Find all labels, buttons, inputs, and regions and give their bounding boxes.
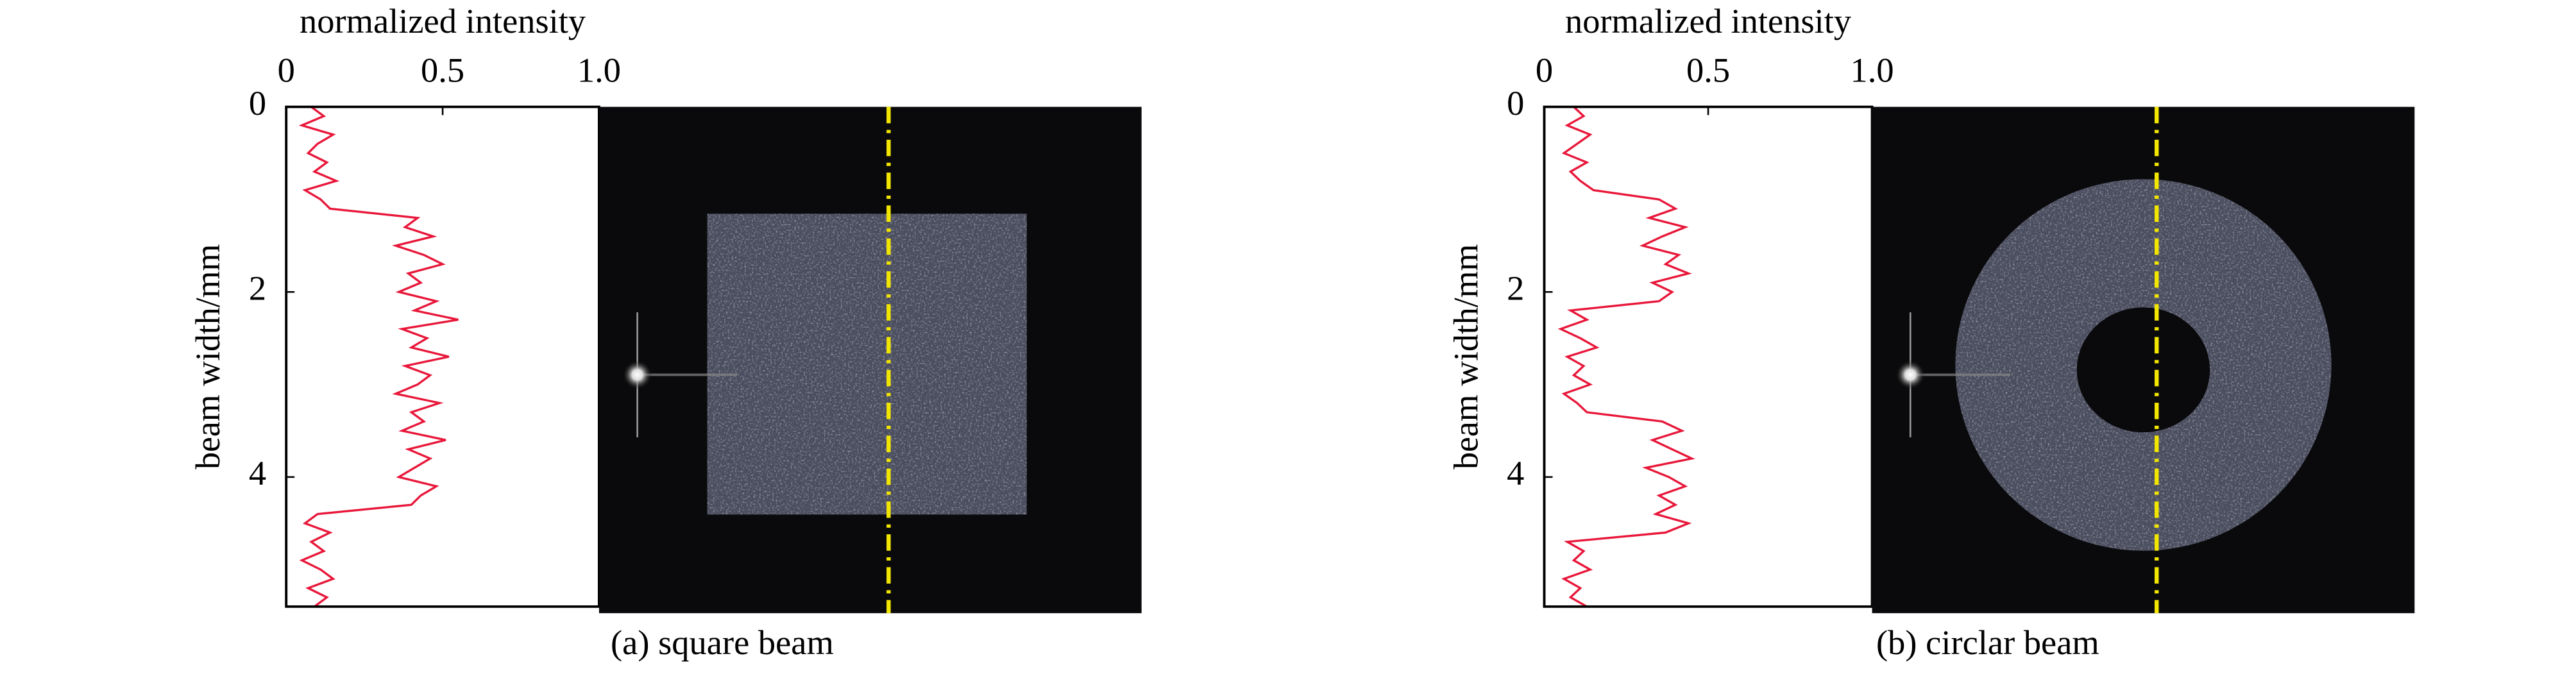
- x-tick-label: 1.0: [577, 51, 621, 90]
- y-axis-title: beam width/mm: [1446, 244, 1485, 469]
- beam-spot: [707, 214, 1027, 515]
- zero-order-spot: [622, 360, 652, 390]
- beam-spot: [1955, 179, 2332, 551]
- profile-line: [298, 106, 459, 608]
- x-axis-title: normalized intensity: [300, 2, 586, 40]
- y-tick-label: 4: [249, 455, 266, 493]
- x-tick-label: 0: [1536, 51, 1553, 90]
- y-tick-label: 0: [249, 84, 266, 122]
- beam-speckle: [707, 214, 1027, 515]
- y-axis-title: beam width/mm: [189, 244, 227, 469]
- x-tick-label: 0.5: [421, 51, 464, 90]
- caption: (a) square beam: [611, 623, 834, 662]
- beam-speckle: [1955, 179, 2332, 551]
- zero-order-spot: [1895, 360, 1926, 390]
- caption: (b) circlar beam: [1876, 623, 2099, 662]
- x-tick-label: 0.5: [1686, 51, 1730, 90]
- x-tick-label: 0: [278, 51, 295, 90]
- y-tick-label: 2: [1507, 269, 1524, 308]
- y-tick-label: 2: [249, 269, 266, 308]
- y-tick-label: 4: [1507, 455, 1524, 493]
- x-tick-label: 1.0: [1851, 51, 1894, 90]
- y-tick-label: 0: [1507, 84, 1524, 122]
- plot-frame: [1543, 105, 1874, 608]
- profile-line: [1557, 106, 1695, 608]
- x-axis-title: normalized intensity: [1565, 2, 1851, 40]
